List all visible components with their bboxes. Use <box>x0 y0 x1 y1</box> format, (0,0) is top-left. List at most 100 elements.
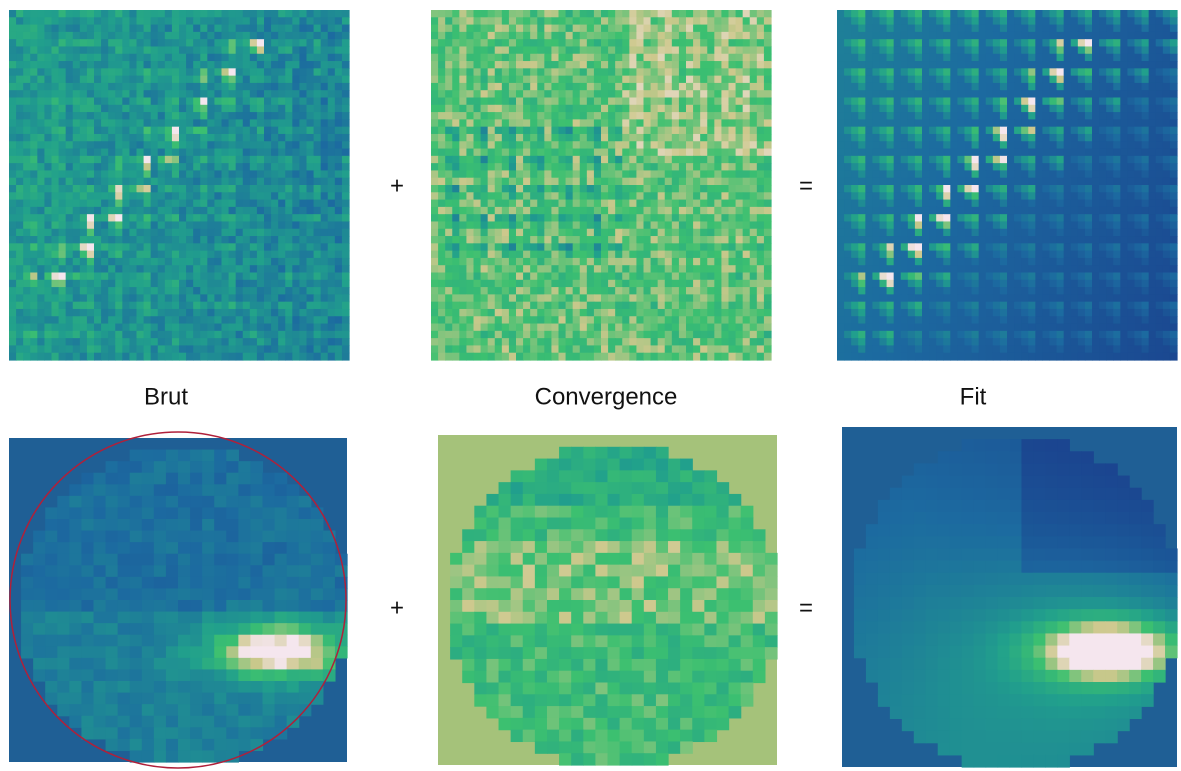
heatmap-cell <box>629 24 638 33</box>
heatmap-cell <box>593 10 602 18</box>
heatmap-cell <box>94 257 102 266</box>
heatmap-cell <box>129 352 138 361</box>
heatmap-cell <box>264 46 272 55</box>
heatmap-cell <box>44 82 53 91</box>
heatmap-cell <box>466 185 475 193</box>
heatmap-cell <box>1028 53 1036 62</box>
heatmap-cell <box>957 46 966 55</box>
heatmap-cell <box>900 31 909 40</box>
heatmap-cell <box>122 308 131 317</box>
heatmap-cell <box>466 228 475 237</box>
heatmap-cell <box>622 97 630 106</box>
heatmap-cell <box>756 155 765 164</box>
heatmap-cell <box>579 24 588 33</box>
heatmap-cell <box>707 177 715 186</box>
heatmap-cell <box>23 214 31 223</box>
heatmap-cell <box>164 221 173 230</box>
heatmap-cell <box>264 82 272 91</box>
heatmap-cell <box>72 82 81 91</box>
heatmap-cell <box>65 199 74 208</box>
heatmap-cell <box>327 316 336 325</box>
heatmap-cell <box>1063 61 1072 69</box>
heatmap-cell <box>700 185 708 193</box>
heatmap-cell <box>136 199 145 208</box>
heatmap-cell <box>707 148 715 157</box>
heatmap-cell <box>671 90 680 99</box>
heatmap-cell <box>572 90 581 99</box>
heatmap-cell <box>473 97 482 106</box>
heatmap-cell <box>516 17 524 26</box>
heatmap-cell <box>207 133 216 142</box>
heatmap-cell <box>86 352 95 361</box>
heatmap-cell <box>494 257 503 266</box>
heatmap-cell <box>249 17 258 26</box>
heatmap-cell <box>72 265 81 274</box>
heatmap-cell <box>714 170 723 179</box>
heatmap-cell <box>494 68 503 77</box>
heatmap-cell <box>707 323 715 332</box>
heatmap-cell <box>164 323 173 332</box>
heatmap-cell <box>664 294 673 303</box>
heatmap-cell <box>235 17 244 26</box>
heatmap-cell <box>306 301 315 310</box>
heatmap-cell <box>150 68 159 77</box>
heatmap-cell <box>494 17 503 26</box>
heatmap-cell <box>728 338 737 347</box>
heatmap-cell <box>508 316 517 325</box>
heatmap-cell <box>299 279 308 288</box>
heatmap-cell <box>735 330 744 339</box>
heatmap-cell <box>693 272 701 281</box>
heatmap-cell <box>537 338 545 347</box>
heatmap-cell <box>480 119 489 128</box>
heatmap-cell <box>664 155 673 164</box>
heatmap-cell <box>508 53 517 62</box>
heatmap-cell <box>516 323 524 332</box>
heatmap-cell <box>136 104 145 113</box>
heatmap-cell <box>622 316 630 325</box>
heatmap-cell <box>51 199 60 208</box>
heatmap-cell <box>565 214 574 223</box>
heatmap-cell <box>136 206 145 215</box>
heatmap-cell <box>657 316 666 325</box>
heatmap-cell <box>1063 46 1072 55</box>
heatmap-cell <box>200 75 208 84</box>
heatmap-cell <box>551 199 560 208</box>
heatmap-cell <box>129 133 138 142</box>
heatmap-cell <box>228 39 237 48</box>
heatmap-cell <box>601 104 609 113</box>
heatmap-cell <box>16 352 24 361</box>
heatmap-cell <box>636 141 645 150</box>
heatmap-cell <box>306 192 315 201</box>
heatmap-cell <box>242 126 251 135</box>
heatmap-cell <box>650 46 659 55</box>
heatmap-cell <box>115 272 123 281</box>
heatmap-cell <box>544 250 553 259</box>
heatmap-cell <box>480 126 489 135</box>
heatmap-cell <box>565 133 574 142</box>
heatmap-cell <box>700 279 708 288</box>
heatmap-cell <box>1162 31 1171 40</box>
heatmap-cell <box>79 214 88 223</box>
heatmap-cell <box>320 265 329 274</box>
heatmap-cell <box>299 236 308 244</box>
heatmap-cell <box>23 97 31 106</box>
heatmap-cell <box>171 148 180 157</box>
heatmap-cell <box>508 68 517 77</box>
heatmap-cell <box>228 199 237 208</box>
heatmap-cell <box>256 199 265 208</box>
heatmap-cell <box>143 39 152 48</box>
heatmap-cell <box>327 243 336 252</box>
heatmap-cell <box>9 279 17 288</box>
heatmap-cell <box>643 61 652 69</box>
heatmap-cell <box>742 185 751 193</box>
heatmap-cell <box>728 272 737 281</box>
heatmap-cell <box>943 46 951 55</box>
heatmap-cell <box>508 133 517 142</box>
heatmap-cell <box>23 236 31 244</box>
heatmap-cell <box>664 24 673 33</box>
heatmap-cell <box>313 170 322 179</box>
heatmap-cell <box>487 192 496 201</box>
heatmap-cell <box>593 323 602 332</box>
heatmap-cell <box>643 214 652 223</box>
heatmap-cell <box>452 53 460 62</box>
